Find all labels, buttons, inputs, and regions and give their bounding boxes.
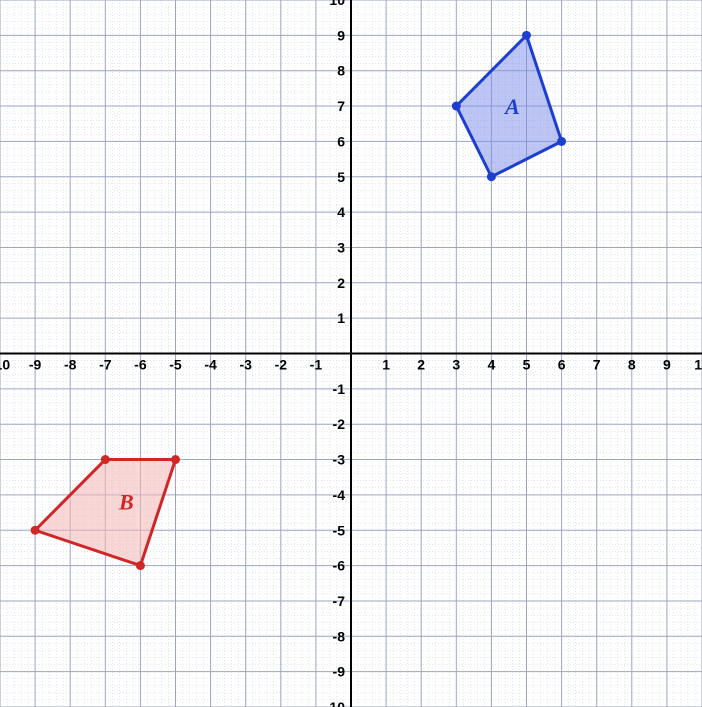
x-tick-label: -1	[310, 357, 323, 373]
y-tick-label: 5	[337, 169, 345, 185]
shape-b-label: B	[118, 490, 134, 515]
x-tick-label: -10	[0, 357, 10, 373]
shape-a-label: A	[503, 94, 520, 119]
x-tick-label: -4	[204, 357, 217, 373]
y-tick-label: 2	[337, 275, 345, 291]
y-tick-label: -6	[333, 558, 346, 574]
x-tick-label: -8	[64, 357, 77, 373]
coordinate-plane: -10 -9 -8 -7 -6 -5 -4 -3 -2 -1 1 2 3 4 5 6 7 8 9 10 -10 -9 -8 -…	[0, 0, 702, 707]
x-tick-label: 2	[417, 357, 425, 373]
x-tick-label: 3	[452, 357, 460, 373]
x-tick-label: -9	[29, 357, 42, 373]
y-tick-label: -3	[333, 452, 346, 468]
y-tick-label: -1	[333, 381, 346, 397]
y-tick-label: 7	[337, 98, 345, 114]
y-tick-label: -4	[333, 487, 346, 503]
shape-b-vertex	[171, 455, 180, 464]
x-tick-label: 10	[694, 357, 702, 373]
y-tick-label: 10	[329, 0, 345, 8]
y-tick-label: -8	[333, 628, 346, 644]
x-tick-label: 8	[628, 357, 636, 373]
y-tick-label: 3	[337, 239, 345, 255]
y-tick-label: 8	[337, 63, 345, 79]
shape-a-vertex	[522, 31, 531, 40]
x-tick-label: 5	[523, 357, 531, 373]
y-tick-label: -5	[333, 522, 346, 538]
y-tick-label: -10	[325, 699, 345, 707]
x-tick-label: 7	[593, 357, 601, 373]
x-tick-label: -6	[134, 357, 147, 373]
y-tick-label: -2	[333, 416, 346, 432]
y-tick-label: 1	[337, 310, 345, 326]
shape-a-vertex	[557, 137, 566, 146]
shape-b-vertex	[136, 561, 145, 570]
x-tick-label: 4	[488, 357, 496, 373]
y-tick-label: 9	[337, 27, 345, 43]
x-tick-label: 6	[558, 357, 566, 373]
shape-b-vertex	[31, 526, 40, 535]
x-tick-label: -3	[239, 357, 252, 373]
shape-a-vertex	[452, 102, 461, 111]
y-tick-label: 6	[337, 133, 345, 149]
shape-b-vertex	[101, 455, 110, 464]
x-tick-label: -7	[99, 357, 112, 373]
y-tick-label: -7	[333, 593, 346, 609]
y-tick-label: 4	[337, 204, 345, 220]
x-tick-label: -2	[275, 357, 288, 373]
x-tick-label: 1	[382, 357, 390, 373]
x-tick-label: 9	[663, 357, 671, 373]
x-tick-label: -5	[169, 357, 182, 373]
y-tick-label: -9	[333, 664, 346, 680]
shape-a-vertex	[487, 172, 496, 181]
